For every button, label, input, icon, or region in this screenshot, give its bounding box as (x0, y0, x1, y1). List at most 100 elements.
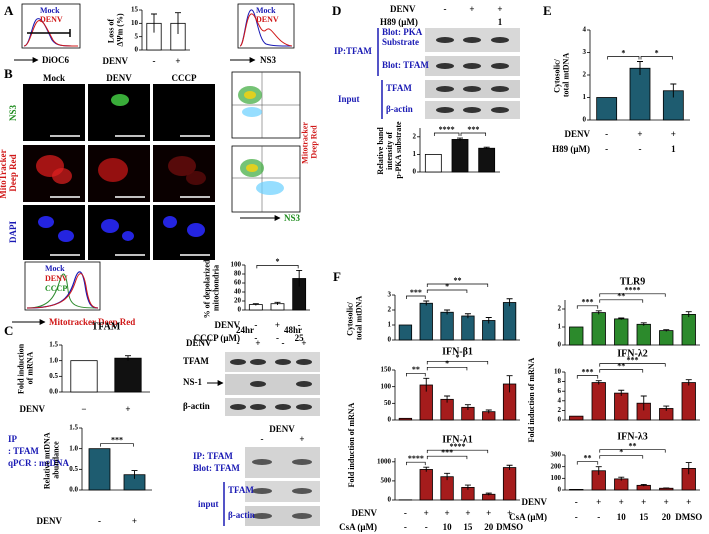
microscopy-part (23, 205, 85, 260)
x-row-label: DENV (521, 497, 547, 507)
legend-entry: Mock (45, 264, 65, 273)
blot-c2-part-part (252, 459, 272, 465)
significance-bracket (100, 443, 134, 447)
error-bar (296, 269, 303, 287)
lane-label: + (469, 4, 474, 14)
error-bar (423, 300, 430, 306)
blot-c1-part (225, 374, 320, 395)
error-bar (595, 466, 602, 475)
y-tick-label: 0.5 (49, 372, 58, 380)
legend-entry: DENV (40, 15, 63, 24)
y-tick-label: 0 (135, 46, 139, 54)
blot-row-label: TFAM (386, 83, 412, 93)
y-axis-label: Fold induction of mRNA (347, 402, 356, 487)
bar (451, 139, 469, 173)
blot-d-part-part (463, 63, 481, 69)
lane-label: + (255, 338, 260, 348)
x-tick-label: DMSO (675, 512, 702, 522)
lane-label: + (301, 338, 306, 348)
y-axis-label: Fold induction of mRNA (527, 357, 536, 442)
chart-title: TLR9 (620, 276, 646, 287)
error-bar (640, 483, 647, 487)
error-bar (175, 12, 181, 34)
input-label: input (198, 499, 219, 509)
microscopy-part (153, 205, 215, 260)
x-tick-label: + (507, 508, 512, 518)
significance-bracket (599, 299, 644, 303)
significance-bracket (640, 56, 673, 60)
legend-entry: Mock (256, 6, 276, 15)
x-tick-label: - (254, 320, 257, 330)
y-tick-label: 10 (131, 19, 139, 27)
x-tick-label: 25 (295, 333, 305, 343)
histogram-a1-part (23, 20, 79, 47)
bar (440, 476, 454, 501)
significance-bracket (599, 455, 644, 459)
y-tick-label: 0 (388, 336, 392, 344)
significance-label: ** (412, 365, 420, 374)
chart-title: TFAM (92, 321, 121, 332)
blot-c1-part-part (296, 381, 312, 387)
significance-bracket (599, 369, 644, 373)
microscopy-part (111, 94, 129, 106)
blot-c1-part (225, 352, 320, 372)
blot-row-label: TFAM (183, 356, 209, 366)
time-label: 24hr (236, 325, 254, 335)
error-bar (423, 377, 430, 392)
significance-label: * (445, 359, 449, 368)
x-tick-label: + (275, 320, 280, 330)
microscopy-part (23, 84, 85, 141)
error-bar (618, 389, 625, 396)
significance-bracket (460, 132, 487, 137)
bar (596, 97, 618, 121)
histogram-b (12, 261, 101, 325)
blot-d-part-part (436, 107, 454, 113)
blot-c2 (223, 447, 320, 526)
y-axis-label: Cytosolic/ total mtDNA (552, 53, 570, 97)
blot-d-part-part (491, 63, 509, 69)
blot-c1-part-part (250, 404, 266, 410)
y-tick-label: 0 (558, 416, 562, 424)
legend-entry: Mock (40, 6, 60, 15)
bar (114, 357, 142, 393)
blot-row-label: β-actin (386, 104, 413, 114)
error-bar (506, 464, 513, 470)
significance-bracket (426, 455, 468, 460)
row-label: MitoTracker Deep Red (0, 147, 18, 198)
x-tick-label: - (605, 129, 608, 139)
chart-title: IFN-λ1 (442, 434, 472, 445)
blot-c2-part (252, 459, 312, 519)
significance-label: **** (408, 454, 424, 463)
blot-d-part-part (491, 107, 509, 113)
bar (629, 67, 651, 121)
significance-bracket (576, 305, 599, 309)
x-row-label: DENV (36, 516, 62, 526)
blot-c2-part-part (292, 459, 312, 465)
flow-plots-part (244, 91, 256, 99)
y-tick-label: 2 (388, 306, 392, 314)
bar (70, 360, 98, 393)
significance-bracket (576, 375, 599, 379)
error-bar (483, 146, 490, 150)
significance-bracket (406, 372, 426, 377)
histogram-a2 (230, 3, 295, 63)
x-tick-label: + (596, 497, 601, 507)
lane-label: + (497, 4, 502, 14)
panel-letter: B (4, 66, 13, 81)
x-row-label: H89 (μM) (552, 144, 590, 154)
blot-row-label: Blot: PKA Substrate (382, 27, 424, 47)
significance-bracket (406, 461, 426, 466)
y-tick-label: 0.0 (69, 486, 78, 494)
significance-label: *** (582, 367, 594, 376)
method-note: IP (8, 434, 18, 444)
axis-label: DiOC6 (42, 55, 70, 65)
x-tick-label: + (132, 516, 137, 526)
y-tick-label: 200 (551, 462, 562, 470)
significance-label: ** (617, 361, 625, 370)
column-header: Mock (43, 73, 65, 83)
y-tick-label: 40 (234, 288, 242, 296)
histogram-a1 (14, 3, 81, 63)
significance-label: * (456, 353, 460, 362)
histogram-b-part (26, 273, 99, 309)
bar (681, 382, 696, 421)
